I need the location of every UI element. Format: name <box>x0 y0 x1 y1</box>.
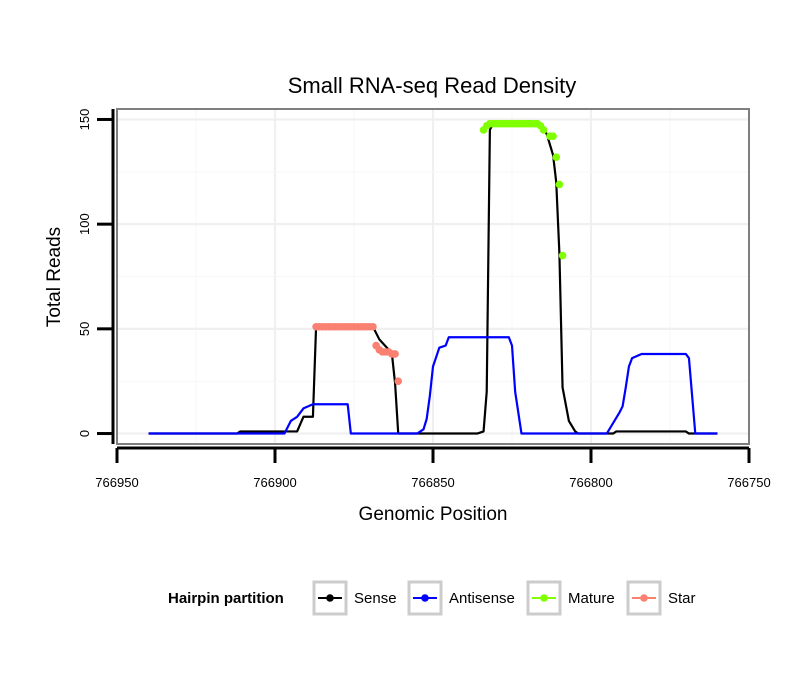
grid-lines <box>115 109 751 444</box>
legend-marker-antisense <box>421 594 429 602</box>
data-point-mature <box>558 251 567 260</box>
legend-items: Sense Antisense Mature Star <box>312 580 696 616</box>
legend: Hairpin partition Sense Antisense Mature St… <box>168 580 696 616</box>
x-tick-label: 766750 <box>727 475 770 490</box>
legend-label-sense: Sense <box>354 590 397 607</box>
legend-item-sense[interactable]: Sense <box>312 580 397 616</box>
legend-label-antisense: Antisense <box>449 590 515 607</box>
data-point-star <box>369 322 377 331</box>
data-point-mature <box>552 153 561 161</box>
legend-marker-sense <box>326 594 334 602</box>
series-line-antisense <box>148 336 718 435</box>
y-tick-label: 0 <box>77 430 92 437</box>
legend-title: Hairpin partition <box>168 590 284 607</box>
y-tick-label: 150 <box>77 109 92 131</box>
legend-marker-mature <box>540 594 548 602</box>
data-point-mature <box>555 180 564 189</box>
y-tick-label: 50 <box>77 322 92 336</box>
legend-item-star[interactable]: Star <box>626 580 696 616</box>
y-axis-title: Total Reads <box>44 227 65 327</box>
series-layer <box>148 119 718 435</box>
x-tick-label: 766900 <box>253 475 296 490</box>
data-point-mature <box>539 126 548 134</box>
data-point-star <box>391 350 399 358</box>
legend-item-mature[interactable]: Mature <box>526 580 615 616</box>
plot-border <box>116 108 750 445</box>
legend-label-star: Star <box>668 590 696 607</box>
legend-label-mature: Mature <box>568 590 615 607</box>
x-axis: 766950 766900 766850 766800 766750 <box>95 446 771 490</box>
legend-marker-star <box>640 594 648 602</box>
y-axis: 0 50 100 150 <box>77 109 115 444</box>
data-point-mature <box>549 132 557 141</box>
chart-title: Small RNA-seq Read Density <box>288 73 577 98</box>
data-point-star <box>394 377 403 385</box>
x-tick-label: 766950 <box>95 475 138 490</box>
x-tick-label: 766850 <box>411 475 454 490</box>
x-axis-title: Genomic Position <box>359 504 508 525</box>
legend-item-antisense[interactable]: Antisense <box>407 580 515 616</box>
y-tick-label: 100 <box>77 213 92 235</box>
x-tick-label: 766800 <box>569 475 612 490</box>
